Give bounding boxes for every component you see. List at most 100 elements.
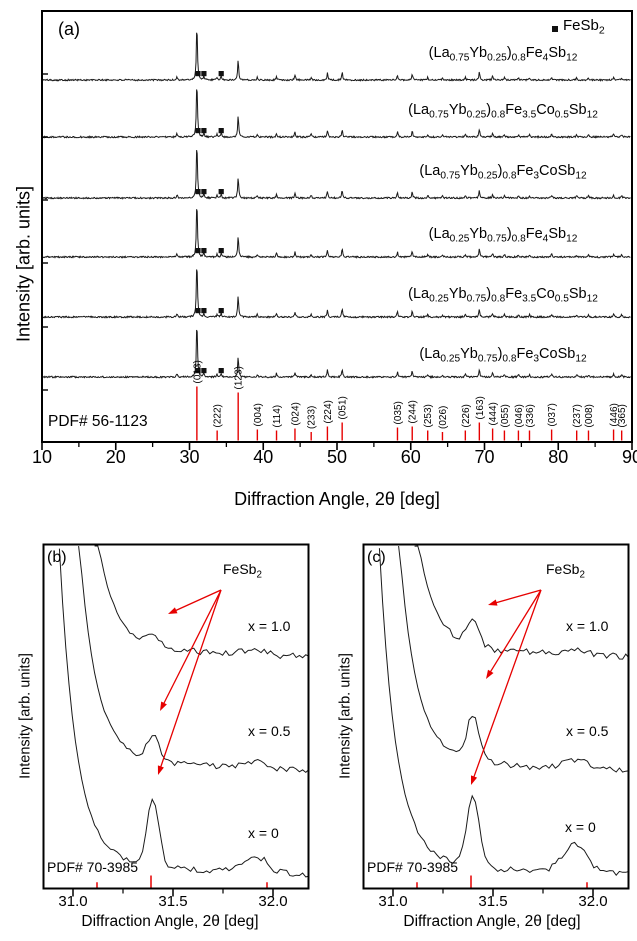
panel-c-trace-label-x0: x = 0 — [565, 819, 596, 835]
panel-a-y-axis-title: Intensity [arb. units] — [13, 185, 34, 343]
fesb2-marker — [218, 248, 224, 254]
fesb2-marker — [201, 71, 207, 77]
subscript: 12 — [566, 52, 578, 64]
subscript: 3.5 — [522, 109, 537, 121]
fesb2-marker — [218, 189, 224, 195]
fesb2-arrowhead — [486, 669, 494, 679]
panel-a-border — [41, 10, 633, 443]
x-tick-label: 80 — [548, 447, 569, 467]
xrd-curve-0 — [42, 32, 631, 82]
fesb2-arrow — [162, 589, 222, 706]
legend-square-icon — [552, 26, 558, 32]
subscript: 12 — [566, 233, 578, 245]
fesb2-marker — [201, 308, 207, 314]
panel-c-trace-label-x0.5: x = 0.5 — [566, 723, 609, 739]
xrd-curve-2 — [42, 150, 631, 200]
panel-a-x-axis-title: Diffraction Angle, 2θ [deg] — [234, 489, 440, 509]
subscript: 0.75 — [487, 233, 507, 245]
fesb2-marker — [201, 189, 207, 195]
subscript: 2 — [256, 569, 262, 581]
subscript: 0.8 — [491, 109, 506, 121]
subscript: 0.5 — [554, 293, 569, 305]
subscript: 0.8 — [502, 170, 517, 182]
miller-index-label: (444) — [488, 402, 499, 425]
fesb2-marker — [201, 128, 207, 134]
panel-a-tag: (a) — [58, 19, 80, 39]
miller-index-label: (035) — [393, 401, 404, 424]
miller-index-label: (051) — [338, 396, 349, 419]
panel-b-tag: (b) — [47, 549, 67, 566]
miller-index-label: (004) — [253, 403, 264, 426]
fesb2-arrow — [472, 589, 542, 779]
subscript: 3 — [533, 170, 540, 182]
miller-index-label: (226) — [461, 404, 472, 427]
x-tick-label: 32.0 — [578, 893, 608, 910]
miller-index-label: (224) — [323, 400, 334, 423]
miller-index-label: (446) — [609, 403, 620, 426]
miller-index-label: (244) — [408, 400, 419, 423]
fesb2-marker — [201, 248, 207, 254]
subscript: 2 — [579, 569, 585, 581]
fesb2-marker — [218, 368, 224, 374]
fesb2-marker — [201, 368, 207, 374]
miller-index-label: (365) — [617, 404, 628, 427]
subscript: 4 — [542, 52, 549, 64]
detail-trace-x=0 — [378, 548, 630, 877]
fesb2-marker — [218, 128, 224, 134]
x-tick-label: 30 — [179, 447, 200, 467]
panel-c-x-axis-title: Diffraction Angle, 2θ [deg] — [403, 913, 581, 930]
series-label-1: (La0.75Yb0.25)0.8Fe3.5Co0.5Sb12 — [408, 102, 598, 121]
subscript: 4 — [542, 233, 549, 245]
miller-index-label: (026) — [438, 406, 449, 429]
subscript: 12 — [575, 353, 587, 365]
fesb2-marker — [195, 248, 201, 254]
subscript: 0.8 — [511, 52, 526, 64]
panel-c-border — [362, 543, 630, 890]
fesb2-marker — [195, 368, 201, 374]
miller-index-label: (123) — [234, 366, 245, 389]
subscript: 0.75 — [477, 353, 498, 365]
fesb2-arrow — [494, 589, 542, 604]
x-tick-label: 31.0 — [58, 893, 88, 910]
series-label-2: (La0.75Yb0.25)0.8Fe3CoSb12 — [419, 163, 587, 182]
miller-index-label: (222) — [213, 404, 224, 427]
fesb2-arrowhead — [471, 775, 478, 785]
miller-index-label: (237) — [572, 404, 583, 427]
series-label-4: (La0.25Yb0.75)0.8Fe3.5Co0.5Sb12 — [408, 286, 598, 305]
subscript: 0.75 — [429, 109, 449, 121]
panel-b-trace-label-x0: x = 0 — [248, 825, 279, 841]
subscript: 0.5 — [554, 109, 569, 121]
subscript: 3 — [533, 353, 540, 365]
subscript: 0.75 — [466, 293, 487, 305]
miller-index-label: (163) — [475, 396, 486, 419]
x-tick-label: 70 — [474, 447, 495, 467]
panel-b-y-axis-title: Intensity [arb. units] — [17, 653, 34, 779]
subscript: 12 — [586, 109, 598, 121]
miller-index-label: (008) — [584, 404, 595, 427]
panel-b-pdf-reference-label: PDF# 70-3985 — [47, 859, 139, 875]
panel-b-x-axis-title: Diffraction Angle, 2θ [deg] — [81, 913, 259, 930]
subscript: 0.25 — [466, 109, 487, 121]
miller-index-label: (114) — [272, 405, 283, 428]
fesb2-arrow — [174, 589, 222, 612]
detail-trace-x=0 — [58, 548, 310, 878]
x-tick-label: 32.0 — [258, 893, 288, 910]
detail-trace-x=1.0 — [94, 545, 310, 660]
detail-trace-x=0.5 — [78, 546, 310, 774]
subscript: 3.5 — [522, 293, 537, 305]
panel-b-trace-label-x0.5: x = 0.5 — [248, 723, 291, 739]
subscript: 0.75 — [440, 170, 461, 182]
fesb2-arrow — [489, 589, 542, 674]
fesb2-arrowhead — [168, 607, 178, 614]
fesb2-arrowhead — [160, 701, 167, 711]
xrd-curve-1 — [42, 89, 631, 140]
miller-index-label: (336) — [525, 404, 536, 427]
panel-c-plot — [362, 543, 630, 897]
panel-b-trace-label-x1.0: x = 1.0 — [248, 618, 291, 634]
subscript: 0.25 — [477, 170, 498, 182]
panel-a-plot: (013) (222) (123) (004) (114) (024) (233) (224)… — [41, 10, 633, 450]
x-tick-label: 90 — [621, 447, 637, 467]
fesb2-marker — [218, 308, 224, 314]
